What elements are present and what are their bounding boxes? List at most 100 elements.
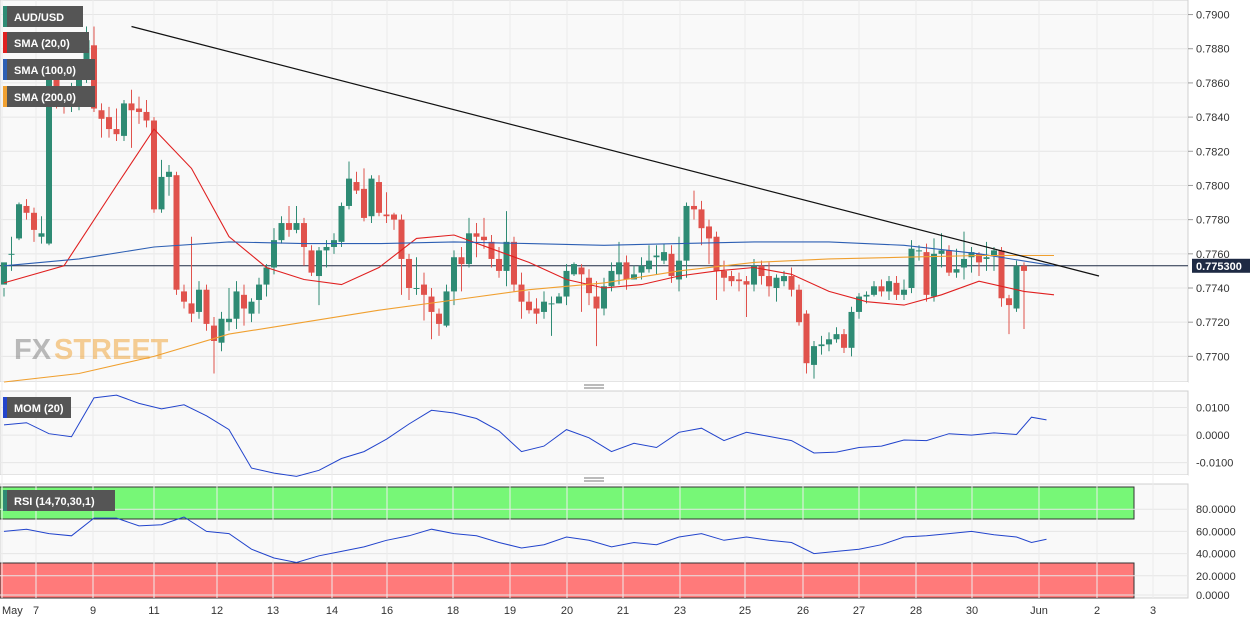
- candle: [976, 252, 982, 277]
- candle-body: [23, 205, 30, 213]
- candle: [473, 223, 480, 258]
- candle: [121, 100, 127, 142]
- candle: [316, 246, 322, 306]
- candle: [361, 168, 367, 222]
- rsi-line: [3, 516, 1047, 564]
- candle: [376, 175, 382, 217]
- sma100-line: [3, 241, 1055, 267]
- candle: [871, 281, 877, 297]
- price-tick-label: 0.7840: [1196, 112, 1230, 124]
- price-tick-label: 0.7860: [1196, 78, 1230, 90]
- candle-body: [413, 288, 420, 289]
- x-tick-label: 9: [90, 605, 96, 617]
- candle: [338, 202, 345, 247]
- x-tick-label: 11: [148, 605, 159, 617]
- candle-body: [458, 257, 465, 265]
- candle: [578, 264, 585, 312]
- candle-body: [211, 325, 217, 341]
- candle: [518, 272, 525, 319]
- x-tick-label: 14: [326, 605, 338, 617]
- candle-body: [751, 265, 757, 285]
- candle-body: [406, 258, 412, 288]
- pane-splitter-1[interactable]: [0, 382, 1188, 391]
- x-tick-label: 26: [797, 605, 809, 617]
- candle: [353, 171, 360, 194]
- trend-line: [131, 25, 1100, 277]
- x-tick-label: 21: [617, 605, 629, 617]
- legend-mom[interactable]: MOM (20): [3, 397, 71, 418]
- price-tick-label: 0.7760: [1196, 249, 1230, 261]
- price-tick-label: 0.7720: [1196, 317, 1230, 329]
- candle-body: [106, 117, 112, 130]
- candle: [128, 89, 135, 148]
- candle: [406, 253, 412, 300]
- candle: [533, 298, 540, 324]
- candle-body: [998, 250, 1005, 299]
- x-tick-label: 18: [447, 605, 459, 617]
- candle: [248, 298, 255, 323]
- price-tick-label: 0.7880: [1196, 44, 1230, 56]
- candle-body: [796, 289, 802, 323]
- candle: [181, 284, 187, 309]
- candle-body: [1013, 265, 1020, 309]
- candle-body: [1021, 265, 1027, 271]
- candle-body: [931, 253, 937, 297]
- candle: [908, 240, 915, 294]
- candle-body: [241, 294, 247, 309]
- candle: [773, 274, 780, 302]
- candle-body: [436, 313, 442, 324]
- candle: [98, 103, 105, 138]
- candle-body: [661, 252, 667, 261]
- candle-body: [893, 282, 900, 295]
- mom-line: [3, 394, 1047, 477]
- candle: [368, 175, 375, 224]
- candle: [758, 260, 765, 285]
- candle: [166, 164, 172, 196]
- candle: [923, 243, 930, 302]
- candle: [1, 262, 7, 297]
- candle-body: [691, 205, 697, 210]
- x-tick-label: 16: [381, 605, 393, 617]
- rsi-marks: [3, 516, 1047, 564]
- candle-body: [773, 277, 780, 288]
- candle: [541, 291, 547, 319]
- legend-rsi[interactable]: RSI (14,70,30,1): [3, 490, 115, 511]
- price-tick-label: 0.7800: [1196, 180, 1230, 192]
- candle-body: [293, 223, 300, 230]
- candle: [511, 236, 517, 292]
- legend-sma100[interactable]: SMA (100,0): [3, 59, 95, 80]
- candle: [743, 276, 750, 318]
- candle-body: [518, 284, 525, 302]
- legend-sma100-label: SMA (100,0): [14, 65, 76, 77]
- candle-body: [758, 265, 765, 277]
- axis-labels: 0.7900 0.7880 0.7860 0.7840 0.7820 0.7800 0.77…: [2, 10, 1236, 617]
- candle: [271, 228, 277, 275]
- candle-body: [383, 214, 390, 217]
- candle: [841, 329, 847, 353]
- candle: [556, 293, 562, 304]
- candle: [826, 332, 832, 352]
- legend-sma20[interactable]: SMA (20,0): [3, 32, 89, 53]
- legend-symbol[interactable]: AUD/USD: [3, 6, 83, 27]
- candle: [901, 279, 907, 300]
- candle-body: [901, 289, 907, 295]
- candle-body: [788, 276, 795, 290]
- candle: [23, 199, 30, 220]
- candle: [796, 284, 802, 326]
- candle: [698, 200, 705, 246]
- candle: [916, 245, 922, 261]
- mom-marks: [3, 394, 1047, 477]
- legend-sma20-label: SMA (20,0): [14, 38, 70, 50]
- candle-body: [608, 270, 615, 287]
- candle-body: [908, 248, 915, 288]
- legend-sma200[interactable]: SMA (200,0): [3, 86, 95, 107]
- candle-body: [601, 286, 607, 309]
- candle-body: [818, 344, 825, 347]
- candle: [436, 308, 442, 336]
- candle: [631, 265, 637, 280]
- candle-body: [743, 281, 750, 285]
- candle: [481, 217, 487, 249]
- pane-splitter-2[interactable]: [0, 475, 1188, 484]
- price-tick-label: 0.7820: [1196, 146, 1230, 158]
